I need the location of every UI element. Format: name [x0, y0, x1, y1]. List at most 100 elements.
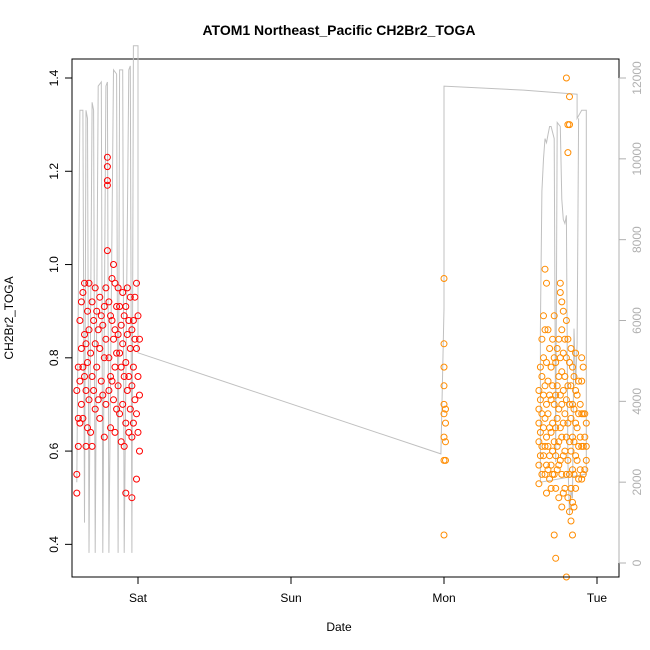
- data-point: [535, 461, 543, 469]
- data-point: [122, 303, 130, 310]
- data-point: [133, 410, 140, 418]
- data-point: [108, 317, 116, 324]
- data-point: [114, 284, 122, 292]
- data-point: [559, 349, 567, 357]
- data-point: [567, 382, 575, 390]
- data-point: [582, 419, 590, 427]
- data-point: [91, 284, 99, 292]
- data-point: [552, 359, 560, 366]
- data-point: [133, 279, 140, 287]
- data-point: [535, 387, 543, 394]
- data-point: [88, 298, 96, 306]
- data-point: [94, 396, 102, 404]
- data-point: [114, 382, 122, 390]
- data-point: [126, 293, 134, 301]
- data-point: [566, 400, 573, 408]
- y2-tick-label: 8000: [630, 226, 644, 253]
- data-point: [123, 331, 131, 338]
- y2-axis: 0 2000 4000 6000 8000 10000 12000: [618, 61, 644, 566]
- data-point: [90, 317, 98, 324]
- data-point: [442, 419, 449, 427]
- y-tick-label: 1.0: [47, 256, 61, 273]
- data-point: [97, 312, 105, 320]
- data-point: [79, 363, 87, 371]
- data-point: [558, 368, 566, 376]
- data-point: [125, 317, 133, 324]
- data-point: [81, 331, 88, 338]
- data-point: [576, 433, 584, 441]
- data-point: [541, 265, 549, 273]
- data-point: [541, 442, 549, 450]
- data-point: [544, 377, 552, 385]
- data-point: [581, 433, 589, 441]
- data-point: [553, 442, 561, 450]
- data-point: [82, 340, 90, 348]
- data-point: [90, 387, 98, 394]
- data-point: [105, 354, 113, 362]
- data-point: [123, 284, 131, 292]
- data-point: [122, 419, 130, 427]
- data-point: [103, 181, 111, 189]
- data-point: [569, 498, 576, 506]
- data-point: [566, 121, 573, 129]
- data-point: [103, 247, 111, 255]
- data-point: [540, 391, 547, 399]
- data-point: [564, 382, 572, 390]
- data-point: [440, 382, 448, 390]
- x-axis-label: Date: [326, 620, 352, 634]
- data-point: [579, 442, 587, 450]
- data-points-layer: [73, 74, 590, 581]
- data-point: [538, 470, 546, 478]
- data-point: [535, 419, 543, 427]
- data-point: [133, 345, 140, 352]
- data-point: [73, 470, 81, 478]
- data-point: [543, 461, 550, 469]
- data-point: [562, 74, 570, 82]
- data-point: [91, 405, 99, 413]
- data-point: [561, 335, 569, 343]
- altitude-line: [76, 45, 587, 553]
- data-point: [81, 373, 88, 380]
- data-point: [128, 494, 136, 502]
- data-point: [561, 410, 569, 418]
- data-point: [129, 317, 137, 324]
- data-point: [543, 489, 550, 497]
- data-point: [538, 335, 546, 343]
- data-point: [575, 442, 583, 450]
- data-point: [442, 456, 449, 464]
- y2-tick-label: 6000: [630, 307, 644, 334]
- y2-tick-label: 12000: [630, 61, 644, 95]
- data-point: [564, 149, 572, 157]
- data-point: [581, 410, 589, 418]
- data-point: [552, 424, 560, 432]
- data-point: [119, 289, 127, 296]
- data-point: [582, 442, 590, 450]
- data-point: [552, 554, 560, 562]
- data-point: [569, 400, 576, 408]
- data-point: [73, 489, 81, 497]
- data-point: [103, 177, 111, 185]
- data-point: [553, 345, 561, 352]
- data-point: [564, 494, 572, 502]
- data-point: [569, 363, 576, 371]
- data-point: [110, 261, 117, 268]
- data-point: [119, 340, 127, 348]
- data-point: [126, 405, 134, 413]
- data-point: [81, 279, 88, 287]
- y2-tick-label: 4000: [630, 388, 644, 415]
- data-point: [569, 531, 576, 539]
- data-point: [564, 419, 572, 427]
- data-point: [107, 312, 114, 320]
- data-point: [558, 503, 566, 511]
- data-point: [573, 391, 581, 399]
- data-point: [99, 391, 107, 399]
- data-point: [538, 373, 546, 380]
- data-point: [120, 442, 128, 450]
- data-point: [558, 298, 566, 306]
- data-point: [74, 363, 82, 371]
- data-point: [117, 321, 125, 329]
- data-point: [131, 293, 139, 301]
- data-point: [110, 335, 117, 343]
- data-point: [116, 410, 124, 418]
- data-point: [96, 414, 104, 422]
